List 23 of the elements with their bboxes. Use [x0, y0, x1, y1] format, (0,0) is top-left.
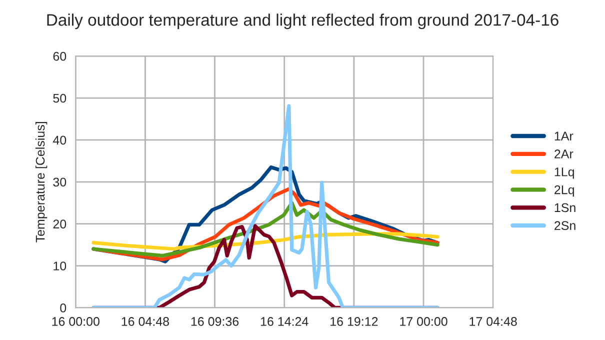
y-tick-label: 60: [53, 52, 66, 61]
y-tick-label: 30: [53, 178, 66, 187]
legend-label: 2Ar: [554, 150, 574, 158]
legend-label: 2Sn: [554, 221, 576, 230]
legend-label: 1Lq: [554, 168, 574, 179]
chart-title: Daily outdoor temperature and light reflected from ground 2017-04-16: [47, 14, 558, 30]
x-tick-label: 16 09:36: [191, 317, 239, 326]
y-axis-title: Temperature [Celsius]: [35, 122, 48, 242]
line-series: [92, 104, 440, 308]
legend-label: 2Lq: [554, 185, 574, 197]
x-tick-label: 17 00:00: [400, 317, 448, 326]
y-tick-label: 40: [52, 136, 66, 145]
x-tick-label: 16 04:48: [122, 317, 169, 326]
legend-label: 1Sn: [554, 203, 576, 212]
x-tick-label: 17 04:48: [470, 317, 517, 326]
legend-label: 1Ar: [554, 132, 574, 140]
x-tick-label: 16 14:24: [260, 317, 308, 326]
x-tick-label: 16 19:12: [330, 317, 378, 326]
x-tick-label: 16 00:00: [52, 317, 100, 326]
y-tick-label: 50: [53, 94, 66, 103]
y-tick-label: 0: [60, 304, 66, 312]
y-tick-label: 20: [53, 220, 66, 228]
y-tick-label: 10: [54, 262, 66, 270]
